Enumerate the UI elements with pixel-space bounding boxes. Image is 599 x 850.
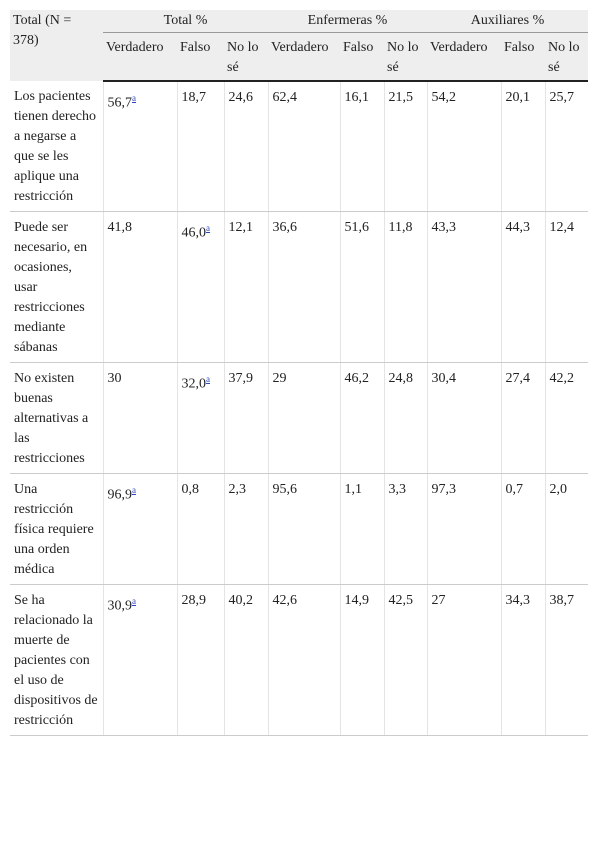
cell: 54,2 xyxy=(426,81,501,212)
cell: 37,9 xyxy=(223,362,268,474)
subheader: Verdadero xyxy=(268,32,340,82)
table-row: Una restricción física requiere una orde… xyxy=(10,473,589,585)
cell: 21,5 xyxy=(383,81,427,212)
footnote-mark: a xyxy=(132,91,136,104)
cell: 44,3 xyxy=(500,211,545,363)
cell: 42,5 xyxy=(383,584,427,736)
cell: 27,4 xyxy=(500,362,545,474)
footnote-mark: a xyxy=(206,372,210,385)
cell: 30 xyxy=(102,362,177,474)
cell: 46,0a xyxy=(176,211,224,363)
cell: 43,3 xyxy=(426,211,501,363)
cell: 51,6 xyxy=(339,211,384,363)
cell: 30,9a xyxy=(102,584,177,736)
footnote-link[interactable]: a xyxy=(132,93,136,103)
footnote-link[interactable]: a xyxy=(132,596,136,606)
table-row: Se ha relacionado la muerte de pacientes… xyxy=(10,584,589,736)
cell: 20,1 xyxy=(500,81,545,212)
footnote-link[interactable]: a xyxy=(132,485,136,495)
footnote-mark: a xyxy=(206,221,210,234)
cell-value: 96,9 xyxy=(107,487,133,503)
subheader: Verdadero xyxy=(427,32,501,82)
cell: 24,8 xyxy=(383,362,427,474)
cell: 2,0 xyxy=(544,473,589,585)
row-label: Los pacientes tienen derecho a negarse a… xyxy=(10,81,103,212)
cell-value: 30,9 xyxy=(107,598,133,614)
cell: 42,2 xyxy=(544,362,589,474)
cell: 18,7 xyxy=(176,81,224,212)
cell: 27 xyxy=(426,584,501,736)
cell: 0,7 xyxy=(500,473,545,585)
cell: 1,1 xyxy=(339,473,384,585)
row-label: Se ha relacionado la muerte de pacientes… xyxy=(10,584,103,736)
subheader: No lo sé xyxy=(384,32,427,82)
cell: 46,2 xyxy=(339,362,384,474)
cell: 3,3 xyxy=(383,473,427,585)
cell: 34,3 xyxy=(500,584,545,736)
subheader: Falso xyxy=(177,32,224,82)
cell: 36,6 xyxy=(267,211,340,363)
subheader: No lo sé xyxy=(545,32,589,82)
subheader: Falso xyxy=(501,32,545,82)
cell: 28,9 xyxy=(176,584,224,736)
table-head: Total (N = 378) Total % Enfermeras % Auxili… xyxy=(10,10,589,82)
cell: 62,4 xyxy=(267,81,340,212)
cell: 40,2 xyxy=(223,584,268,736)
row-label: Una restricción física requiere una orde… xyxy=(10,473,103,585)
cell: 56,7a xyxy=(102,81,177,212)
footnote-link[interactable]: a xyxy=(206,374,210,384)
footnote-link[interactable]: a xyxy=(206,223,210,233)
cell-value: 56,7 xyxy=(107,95,133,111)
row-label: Puede ser necesario, en ocasiones, usar … xyxy=(10,211,103,363)
header-row: Total (N = 378) Total % Enfermeras % Auxili… xyxy=(10,10,589,81)
cell: 2,3 xyxy=(223,473,268,585)
cell: 16,1 xyxy=(339,81,384,212)
cell-value: 32,0 xyxy=(181,376,207,392)
cell: 25,7 xyxy=(544,81,589,212)
table-row: Los pacientes tienen derecho a negarse a… xyxy=(10,81,589,212)
table-body: Los pacientes tienen derecho a negarse a… xyxy=(10,81,589,736)
cell: 41,8 xyxy=(102,211,177,363)
cell: 11,8 xyxy=(383,211,427,363)
data-table: Total (N = 378) Total % Enfermeras % Auxili… xyxy=(10,10,589,736)
cell-value: 46,0 xyxy=(181,225,207,241)
table-row: No existen buenas alternativas a las res… xyxy=(10,362,589,474)
cell: 24,6 xyxy=(223,81,268,212)
group-header: Total % xyxy=(103,10,268,33)
cell: 29 xyxy=(267,362,340,474)
table-row: Puede ser necesario, en ocasiones, usar … xyxy=(10,211,589,363)
corner-header: Total (N = 378) xyxy=(10,10,103,81)
cell: 97,3 xyxy=(426,473,501,585)
cell: 95,6 xyxy=(267,473,340,585)
cell: 0,8 xyxy=(176,473,224,585)
cell: 42,6 xyxy=(267,584,340,736)
cell: 14,9 xyxy=(339,584,384,736)
cell: 38,7 xyxy=(544,584,589,736)
footnote-mark: a xyxy=(132,594,136,607)
footnote-mark: a xyxy=(132,483,136,496)
cell: 96,9a xyxy=(102,473,177,585)
group-header: Enfermeras % xyxy=(268,10,427,33)
cell: 12,4 xyxy=(544,211,589,363)
cell: 32,0a xyxy=(176,362,224,474)
subheader-row: Verdadero Falso No lo sé Verdadero Falso No l… xyxy=(10,32,589,82)
row-label: No existen buenas alternativas a las res… xyxy=(10,362,103,474)
subheader: Verdadero xyxy=(103,32,177,82)
subheader: Falso xyxy=(340,32,384,82)
subheader: No lo sé xyxy=(224,32,268,82)
cell: 30,4 xyxy=(426,362,501,474)
group-header: Auxiliares % xyxy=(427,10,589,33)
cell: 12,1 xyxy=(223,211,268,363)
